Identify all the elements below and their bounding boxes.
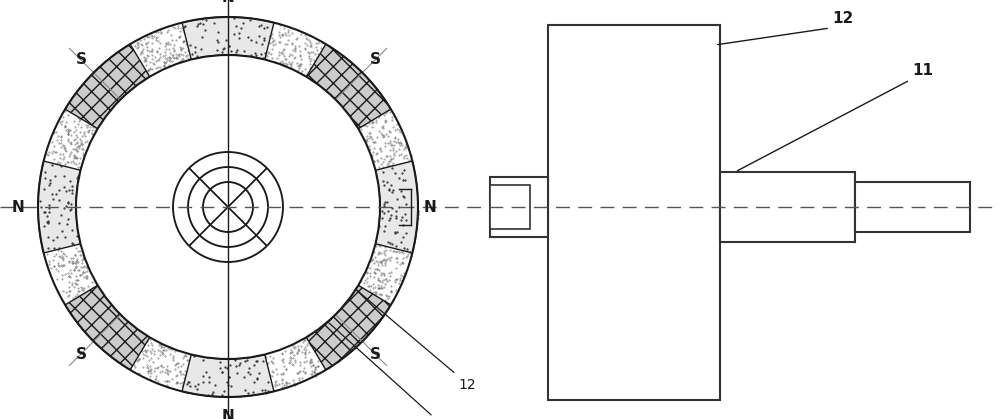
Polygon shape [182, 354, 274, 397]
Text: 12: 12 [458, 378, 476, 392]
Bar [490, 185, 530, 229]
Text: S: S [370, 52, 381, 67]
Text: S: S [75, 347, 86, 362]
Polygon shape [38, 161, 81, 253]
Text: N: N [222, 409, 234, 419]
Polygon shape [65, 44, 150, 129]
Polygon shape [182, 17, 274, 59]
Polygon shape [306, 285, 391, 370]
Text: N: N [222, 0, 234, 5]
Bar [720, 172, 855, 242]
Bar [855, 182, 970, 232]
Bar [490, 177, 548, 237]
Text: S: S [75, 52, 86, 67]
Text: 12: 12 [832, 11, 853, 26]
Polygon shape [375, 161, 418, 253]
Bar [548, 25, 720, 400]
Text: S: S [370, 347, 381, 362]
Text: N: N [424, 199, 437, 215]
Polygon shape [65, 285, 150, 370]
Text: 11: 11 [912, 63, 933, 78]
Polygon shape [306, 44, 391, 129]
Circle shape [76, 55, 380, 359]
Text: N: N [11, 199, 24, 215]
